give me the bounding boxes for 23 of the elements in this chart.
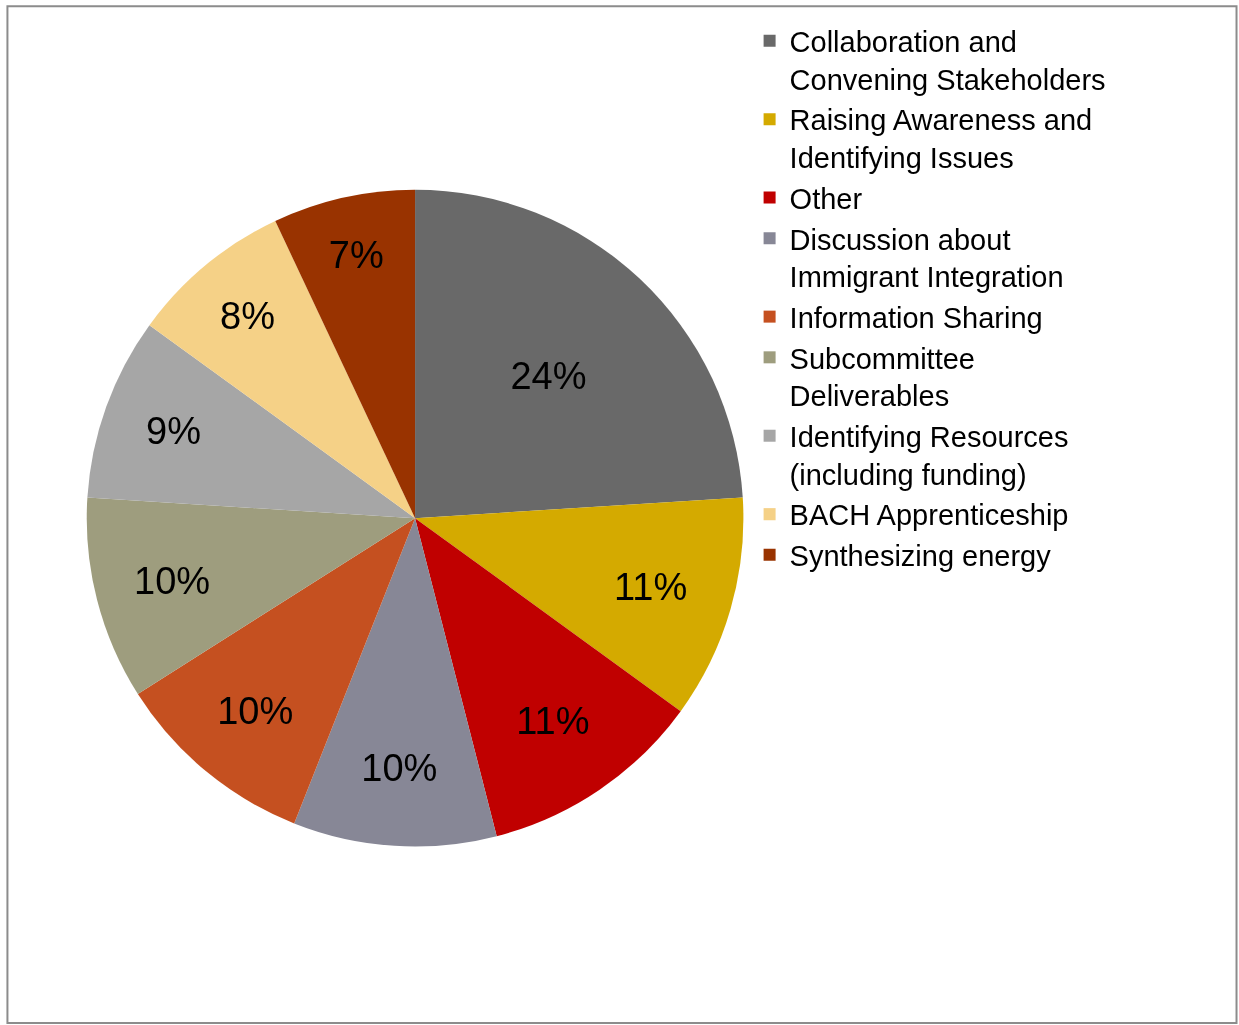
legend-label: Identifying Resources (including funding) (789, 421, 1069, 491)
legend-label: Discussion about Immigrant Integration (789, 223, 1064, 294)
pie-slice (149, 221, 416, 519)
legend-label: Collaboration and Convening Stakeholders (789, 26, 1106, 96)
data-label: 9% (146, 410, 201, 453)
pie-slice (87, 497, 416, 695)
legend-label: Raising Awareness and Identifying Issues (789, 104, 1093, 175)
legend-label: Subcommittee Deliverables (789, 342, 975, 413)
data-label: 10% (361, 747, 438, 790)
legend-label: Other (789, 182, 863, 215)
data-label: 10% (217, 690, 294, 733)
pie-slice (294, 518, 497, 847)
data-label: 7% (328, 234, 384, 277)
data-label: 11% (516, 699, 590, 742)
legend-label: Information Sharing (789, 301, 1043, 334)
pie-slice (275, 189, 416, 519)
data-label: 10% (134, 559, 211, 602)
data-label: 24% (510, 355, 587, 398)
data-label: 8% (220, 294, 275, 337)
legend-label: Synthesizing energy (789, 540, 1052, 573)
data-label: 11% (613, 565, 688, 608)
pie-slice (415, 189, 743, 519)
legend-label: BACH Apprenticeship (789, 499, 1069, 532)
